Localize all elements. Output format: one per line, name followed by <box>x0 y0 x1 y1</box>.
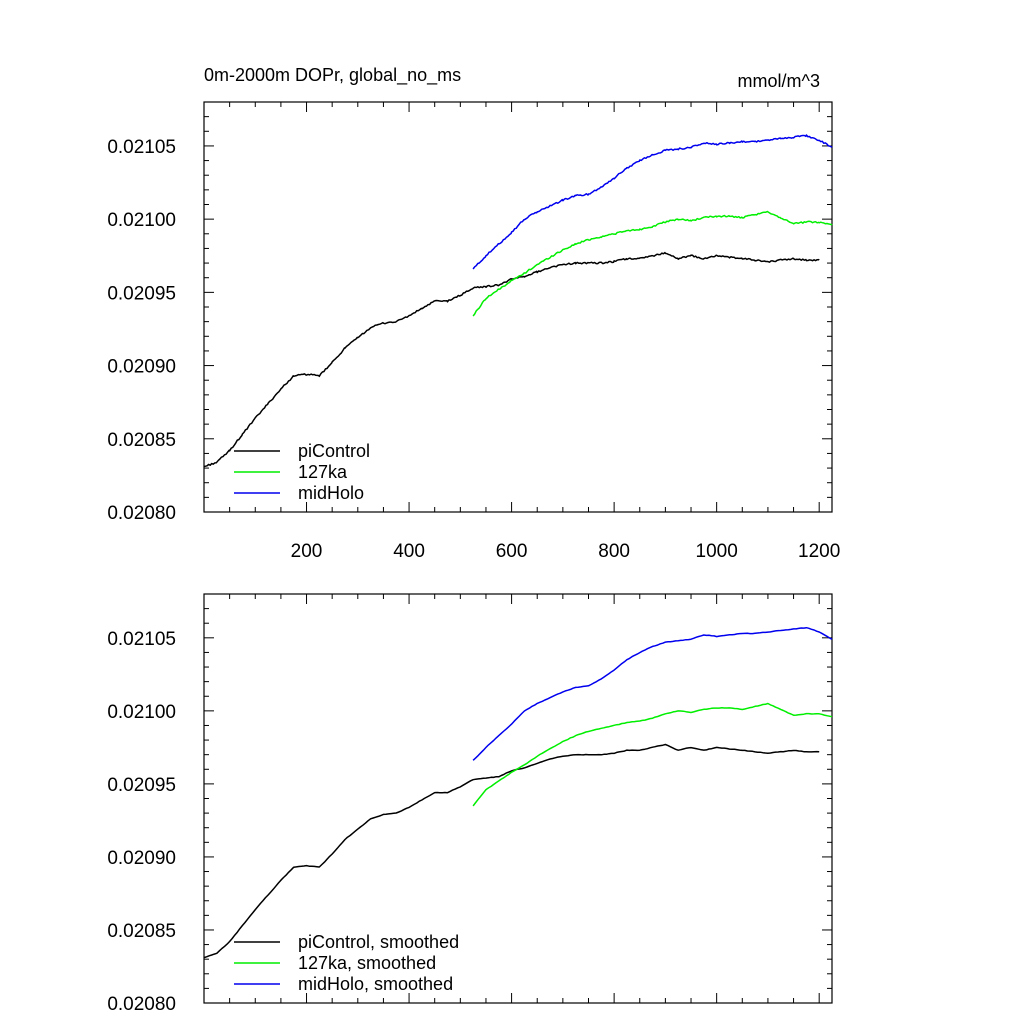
chart-title: 0m-2000m DOPr, global_no_ms <box>204 65 461 86</box>
series-line-picontrol <box>203 743 820 959</box>
y-tick-label: 0.02085 <box>107 430 176 451</box>
x-tick-label: 1000 <box>696 541 738 562</box>
legend-label: 127ka, smoothed <box>298 953 436 973</box>
y-tick-label: 0.02090 <box>107 357 176 378</box>
series-line-picontrol <box>203 251 820 468</box>
legend-label: piControl, smoothed <box>298 932 459 952</box>
y-tick-label: 0.02105 <box>107 629 176 650</box>
x-tick-label: 200 <box>291 541 323 562</box>
y-tick-label: 0.02095 <box>107 283 176 304</box>
series-line-midholo <box>472 626 833 761</box>
x-tick-label: 800 <box>598 541 630 562</box>
legend-label: 127ka <box>298 462 348 482</box>
series-line-127ka <box>472 210 833 317</box>
series-line-midholo <box>472 134 833 270</box>
y-tick-label: 0.02090 <box>107 848 176 869</box>
legend-label: midHolo <box>298 483 364 503</box>
bottom-panel: 0.02080 0.02085 0.02090 0.02095 0.02100 0.021… <box>107 593 833 1015</box>
units-label: mmol/m^3 <box>738 71 820 91</box>
x-tick-label: 1200 <box>798 541 840 562</box>
legend-label: piControl <box>298 441 370 461</box>
top-panel: 0.02080 0.02085 0.02090 0.02095 0.02100 0.021… <box>107 65 840 562</box>
y-tick-label: 0.02100 <box>107 702 176 723</box>
y-tick-label: 0.02085 <box>107 921 176 942</box>
x-tick-label: 400 <box>393 541 425 562</box>
y-tick-label: 0.02080 <box>107 503 176 524</box>
y-tick-label: 0.02095 <box>107 775 176 796</box>
y-tick-label: 0.02100 <box>107 210 176 231</box>
x-tick-label: 600 <box>496 541 528 562</box>
y-tick-label: 0.02080 <box>107 994 176 1015</box>
legend-label: midHolo, smoothed <box>298 974 453 994</box>
series-line-127ka <box>472 702 833 807</box>
y-tick-label: 0.02105 <box>107 137 176 158</box>
